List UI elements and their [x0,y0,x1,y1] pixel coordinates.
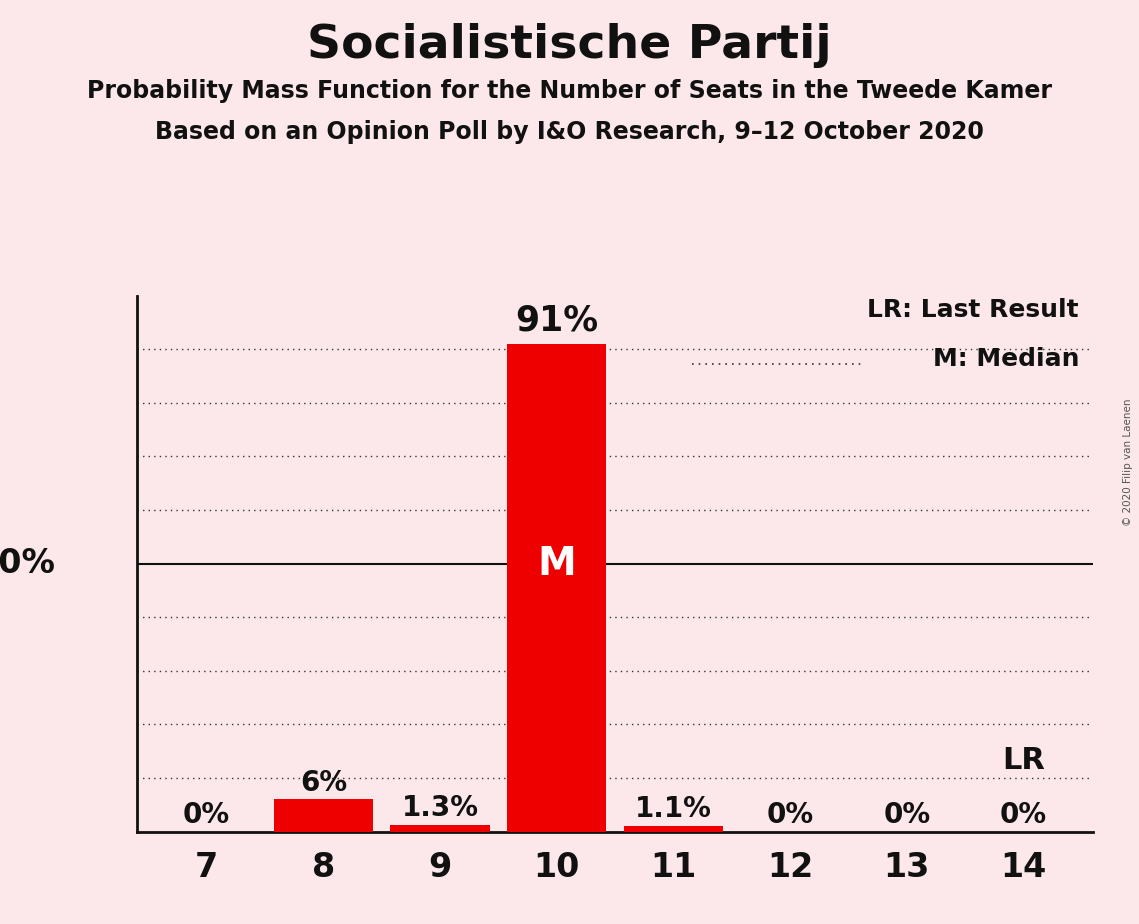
Bar [624,826,723,832]
Text: © 2020 Filip van Laenen: © 2020 Filip van Laenen [1123,398,1133,526]
Text: Based on an Opinion Poll by I&O Research, 9–12 October 2020: Based on an Opinion Poll by I&O Research… [155,120,984,144]
Text: 0%: 0% [1000,801,1047,829]
Text: 0%: 0% [183,801,230,829]
Text: 91%: 91% [515,303,598,337]
Text: Socialistische Partij: Socialistische Partij [308,23,831,68]
Text: 0%: 0% [767,801,813,829]
Text: 50%: 50% [0,547,56,580]
Bar [273,799,372,832]
Text: 6%: 6% [300,769,347,796]
Text: LR: LR [1002,747,1044,775]
Text: M: M [538,544,576,583]
Text: M: Median: M: Median [933,346,1079,371]
Text: 1.1%: 1.1% [634,795,712,823]
Bar [507,344,606,832]
Text: 1.3%: 1.3% [402,794,478,822]
Text: LR: Last Result: LR: Last Result [868,298,1079,322]
Bar [391,824,490,832]
Text: Probability Mass Function for the Number of Seats in the Tweede Kamer: Probability Mass Function for the Number… [87,79,1052,103]
Text: 0%: 0% [883,801,931,829]
